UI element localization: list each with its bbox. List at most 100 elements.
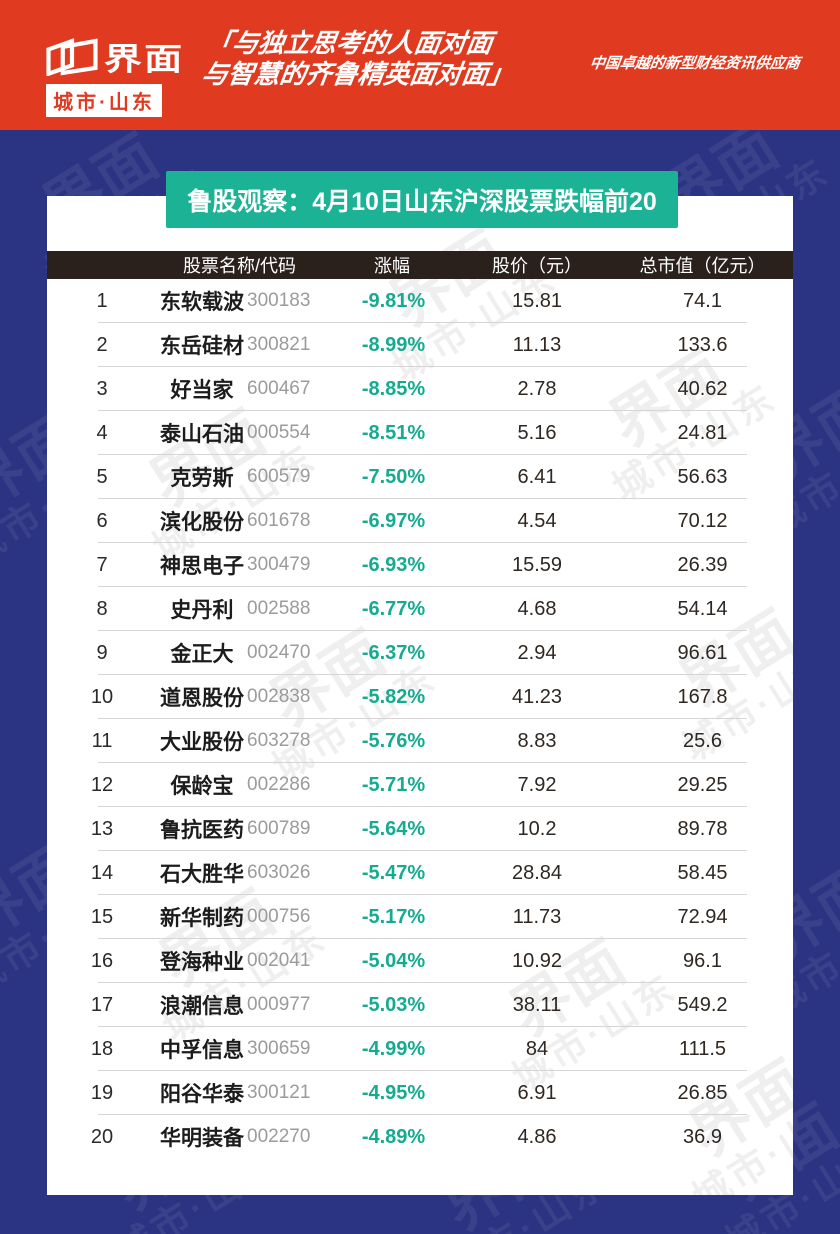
change-cell: -5.71% — [361, 773, 426, 796]
stock-code: 000756 — [247, 906, 311, 927]
marketcap-cell: 74.1 — [683, 289, 722, 312]
table-row: 18 中孚信息 300659 -4.99% 84 111.5 — [47, 1027, 793, 1071]
table-row: 15 新华制药 000756 -5.17% 11.73 72.94 — [47, 895, 793, 939]
change-cell: -6.93% — [361, 553, 426, 576]
table-row: 13 鲁抗医药 600789 -5.64% 10.2 89.78 — [47, 807, 793, 851]
stock-code: 002838 — [247, 686, 311, 707]
slogan-line-1: 「与独立思考的人面对面 — [204, 28, 495, 58]
rank-cell: 14 — [90, 861, 114, 884]
marketcap-cell: 29.25 — [677, 773, 728, 796]
price-cell: 28.84 — [511, 861, 563, 884]
rank-cell: 7 — [96, 553, 108, 576]
rank-cell: 20 — [90, 1125, 114, 1148]
column-header-name-code: 股票名称/代码 — [182, 256, 296, 276]
stock-name: 保龄宝 — [170, 775, 234, 798]
stock-name: 史丹利 — [170, 599, 234, 622]
marketcap-cell: 26.85 — [677, 1081, 728, 1104]
brand-logo: 界面 城市·山东 — [46, 34, 182, 117]
rank-cell: 11 — [91, 729, 113, 752]
price-cell: 41.23 — [511, 685, 563, 708]
marketcap-cell: 89.78 — [677, 817, 728, 840]
table-row: 14 石大胜华 603026 -5.47% 28.84 58.45 — [47, 851, 793, 895]
stock-code: 601678 — [247, 510, 311, 531]
stock-name: 阳谷华泰 — [160, 1083, 244, 1106]
change-cell: -6.97% — [361, 509, 426, 532]
price-cell: 6.41 — [517, 465, 557, 488]
table-row: 20 华明装备 002270 -4.89% 4.86 36.9 — [47, 1115, 793, 1159]
table-row: 8 史丹利 002588 -6.77% 4.68 54.14 — [47, 587, 793, 631]
rank-cell: 1 — [96, 289, 108, 312]
rank-cell: 12 — [90, 773, 114, 796]
stock-name: 浪潮信息 — [160, 995, 244, 1018]
rank-cell: 6 — [96, 509, 108, 532]
stock-name: 道恩股份 — [160, 687, 244, 710]
change-cell: -8.85% — [361, 377, 426, 400]
change-cell: -5.17% — [361, 905, 426, 928]
rank-cell: 4 — [96, 421, 108, 444]
marketcap-cell: 54.14 — [677, 597, 728, 620]
stock-name: 石大胜华 — [160, 863, 244, 886]
table-row: 2 东岳硅材 300821 -8.99% 11.13 133.6 — [47, 323, 793, 367]
stock-name: 东软载波 — [160, 291, 244, 314]
stock-name: 新华制药 — [160, 907, 244, 930]
table-row: 6 滨化股份 601678 -6.97% 4.54 70.12 — [47, 499, 793, 543]
jiemian-logo-icon — [46, 37, 98, 76]
price-cell: 8.83 — [517, 729, 557, 752]
stock-name: 鲁抗医药 — [160, 819, 244, 842]
rank-cell: 15 — [90, 905, 114, 928]
table-row: 4 泰山石油 000554 -8.51% 5.16 24.81 — [47, 411, 793, 455]
table-row: 17 浪潮信息 000977 -5.03% 38.11 549.2 — [47, 983, 793, 1027]
price-cell: 11.73 — [512, 905, 562, 928]
price-cell: 7.92 — [517, 773, 557, 796]
title-banner: 鲁股观察：4月10日山东沪深股票跌幅前20 — [166, 171, 678, 228]
marketcap-cell: 25.6 — [683, 729, 722, 752]
slogan-line-2: 与智慧的齐鲁精英面对面」 — [199, 59, 517, 89]
stock-code: 002588 — [247, 598, 311, 619]
marketcap-cell: 96.61 — [677, 641, 728, 664]
stock-code: 300183 — [247, 290, 311, 311]
price-cell: 11.13 — [512, 333, 562, 356]
stock-code: 002470 — [247, 642, 311, 663]
stock-name: 金正大 — [170, 643, 234, 666]
change-cell: -6.77% — [361, 597, 426, 620]
price-cell: 10.92 — [511, 949, 563, 972]
change-cell: -9.81% — [361, 289, 426, 312]
stock-code: 603278 — [247, 730, 311, 751]
column-header-price: 股价（元） — [492, 256, 582, 276]
marketcap-cell: 58.45 — [677, 861, 728, 884]
stock-code: 002270 — [247, 1126, 311, 1147]
stock-name: 克劳斯 — [170, 467, 234, 490]
rank-cell: 13 — [90, 817, 114, 840]
table-row: 7 神思电子 300479 -6.93% 15.59 26.39 — [47, 543, 793, 587]
stock-code: 000977 — [247, 994, 311, 1015]
stock-code: 300121 — [247, 1082, 311, 1103]
stock-code: 600467 — [247, 378, 311, 399]
table-row: 16 登海种业 002041 -5.04% 10.92 96.1 — [47, 939, 793, 983]
rank-cell: 5 — [96, 465, 108, 488]
brand-sub-badge: 城市·山东 — [46, 84, 162, 117]
table-row: 12 保龄宝 002286 -5.71% 7.92 29.25 — [47, 763, 793, 807]
price-cell: 4.68 — [517, 597, 557, 620]
stock-name: 好当家 — [170, 379, 234, 402]
change-cell: -8.51% — [361, 421, 426, 444]
marketcap-cell: 70.12 — [677, 509, 728, 532]
stock-code: 300659 — [247, 1038, 311, 1059]
table-row: 9 金正大 002470 -6.37% 2.94 96.61 — [47, 631, 793, 675]
change-cell: -7.50% — [361, 465, 426, 488]
price-cell: 5.16 — [517, 421, 557, 444]
stock-code: 002041 — [247, 950, 311, 971]
change-cell: -4.99% — [361, 1037, 426, 1060]
stock-name: 登海种业 — [160, 951, 244, 974]
marketcap-cell: 56.63 — [677, 465, 728, 488]
marketcap-cell: 72.94 — [677, 905, 728, 928]
marketcap-cell: 111.5 — [678, 1037, 727, 1060]
marketcap-cell: 24.81 — [677, 421, 728, 444]
table-row: 1 东软载波 300183 -9.81% 15.81 74.1 — [47, 279, 793, 323]
change-cell: -4.95% — [361, 1081, 426, 1104]
price-cell: 15.81 — [511, 289, 563, 312]
marketcap-cell: 40.62 — [677, 377, 728, 400]
masthead-tagline: 中国卓越的新型财经资讯供应商 — [588, 55, 802, 72]
stock-code: 600789 — [247, 818, 311, 839]
stock-code: 603026 — [247, 862, 311, 883]
